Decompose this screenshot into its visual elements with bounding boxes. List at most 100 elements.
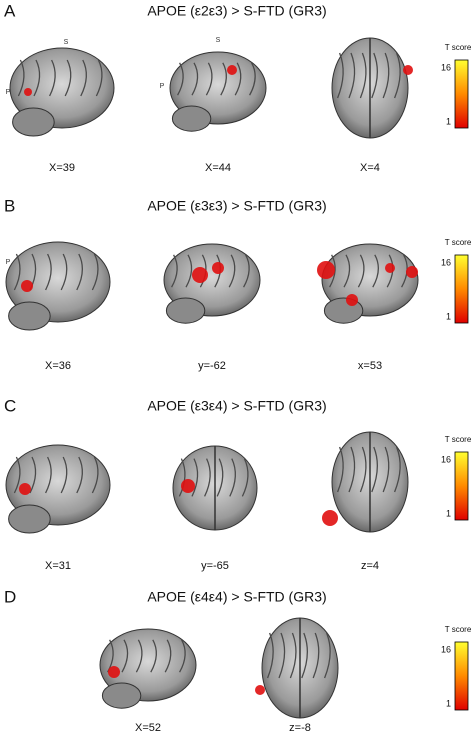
activation	[181, 479, 195, 493]
brain-fold	[241, 458, 249, 497]
cerebellum	[8, 301, 51, 331]
brain-fold	[191, 458, 199, 497]
brain-fold	[177, 62, 184, 96]
panel-letter: B	[4, 196, 15, 215]
brain-fold	[371, 446, 378, 493]
brain-fold	[336, 52, 344, 99]
colorbar-max: 16	[441, 62, 451, 72]
colorbar-title: T score	[445, 625, 472, 634]
brain-fold	[228, 254, 236, 288]
panel: C APOE (ε3ε4) > S-FTD (GR3) X=31 y=-65 z=4 T …	[4, 396, 472, 571]
slice-label: X=39	[49, 162, 75, 174]
orientation-label: P	[160, 83, 165, 90]
brain-fold	[329, 254, 336, 288]
brain-fold	[393, 446, 401, 493]
brain-fold	[91, 253, 99, 291]
brain-fold	[382, 446, 390, 493]
colorbar-min: 1	[446, 116, 451, 126]
brain-fold	[357, 254, 365, 288]
brain-fold	[164, 639, 172, 673]
cerebellum	[165, 297, 206, 324]
colorbar	[454, 59, 469, 129]
slice-label: X=44	[205, 162, 231, 174]
orientation-label: S	[216, 37, 221, 44]
activation	[24, 88, 32, 96]
brain-fold	[348, 52, 356, 99]
brain-fold	[17, 59, 25, 97]
brain-fold	[95, 59, 103, 97]
cerebellum	[12, 107, 55, 137]
brain-fold	[13, 456, 21, 494]
activation	[322, 510, 338, 526]
colorbar	[454, 641, 469, 711]
slice-label: X=31	[45, 560, 71, 572]
brain-fold	[323, 632, 331, 679]
brain-fold	[220, 62, 227, 96]
brain-fold	[348, 446, 356, 493]
activation	[227, 65, 237, 75]
brain-fold	[185, 254, 193, 288]
brain-fold	[171, 254, 178, 288]
brain-fold	[91, 456, 99, 494]
brain-fold	[204, 458, 211, 497]
brain-fold	[191, 62, 199, 96]
activation	[346, 294, 358, 306]
brain-fold	[289, 632, 297, 679]
brain-fold	[371, 52, 378, 99]
panel-title: APOE (ε2ε3) > S-FTD (GR3)	[147, 3, 326, 19]
brain-fold	[135, 639, 143, 673]
cerebellum	[8, 504, 51, 534]
activation	[255, 685, 265, 695]
activation	[21, 280, 33, 292]
orientation-label: S	[64, 39, 69, 46]
colorbar-min: 1	[446, 311, 451, 321]
brain-fold	[64, 59, 72, 97]
brain-fold	[179, 639, 186, 673]
brain-fold	[301, 632, 308, 679]
cerebellum	[171, 105, 212, 132]
brain-fold	[312, 632, 320, 679]
brain-fold	[249, 62, 256, 96]
activation	[403, 65, 413, 75]
slice-label: z=4	[361, 560, 379, 572]
brain-fold	[216, 458, 224, 497]
activation	[406, 266, 418, 278]
orientation-label: P	[6, 259, 11, 266]
panel: B APOE (ε3ε3) > S-FTD (GR3) X=36 Py=-62 x=53…	[4, 196, 472, 371]
orientation-label: P	[6, 89, 11, 96]
cerebellum	[101, 682, 142, 709]
activation	[212, 262, 224, 274]
activation	[108, 666, 120, 678]
slice-label: x=53	[358, 360, 382, 372]
slice-label: y=-62	[198, 360, 226, 372]
brain-fold	[343, 254, 351, 288]
brain-fold	[393, 52, 401, 99]
brain-fold	[60, 456, 68, 494]
panel-title: APOE (ε4ε4) > S-FTD (GR3)	[147, 589, 326, 605]
brain-fold	[49, 59, 56, 97]
brain-fold	[359, 446, 367, 493]
brain-fold	[150, 639, 157, 673]
brain-fold	[45, 456, 52, 494]
activation	[385, 263, 395, 273]
activation	[192, 267, 208, 283]
brain-fold	[45, 253, 52, 291]
panel-letter: C	[4, 396, 16, 415]
slice-label: y=-65	[201, 560, 229, 572]
panel-title: APOE (ε3ε3) > S-FTD (GR3)	[147, 198, 326, 214]
brain-fold	[359, 52, 367, 99]
colorbar-title: T score	[445, 43, 472, 52]
brain-fold	[76, 253, 83, 291]
colorbar-min: 1	[446, 698, 451, 708]
brain-fold	[80, 59, 87, 97]
slice-label: X=36	[45, 360, 71, 372]
slice-label: X=52	[135, 722, 161, 732]
panel-title: APOE (ε3ε4) > S-FTD (GR3)	[147, 398, 326, 414]
brain-fold	[382, 52, 390, 99]
brain-fold	[178, 458, 186, 497]
brain-fold	[76, 456, 83, 494]
brain-fold	[266, 632, 274, 679]
colorbar-max: 16	[441, 257, 451, 267]
